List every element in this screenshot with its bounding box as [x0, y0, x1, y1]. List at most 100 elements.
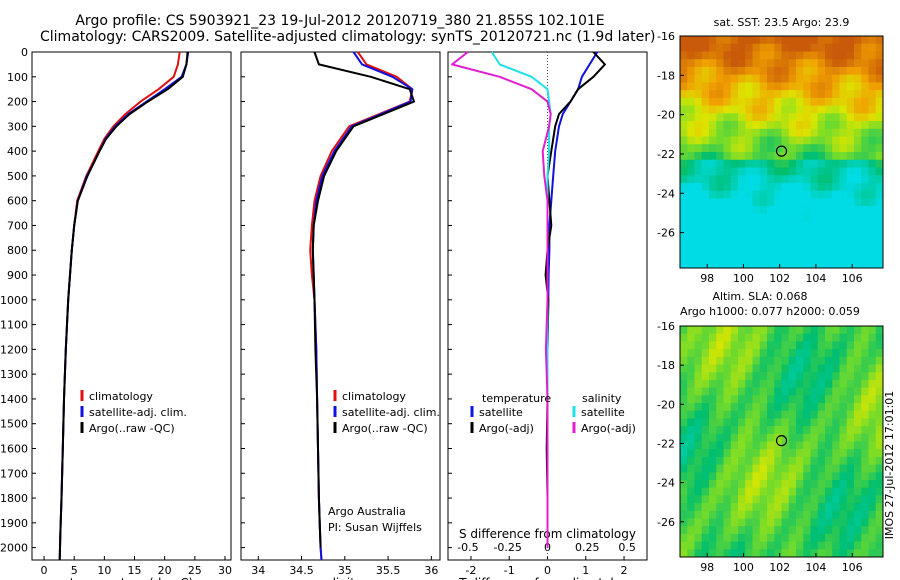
legend-label: Argo(-adj)	[479, 422, 534, 435]
map-frame	[679, 325, 884, 558]
legend-header-temperature: temperature	[482, 392, 551, 405]
sst-map-field	[680, 36, 884, 269]
x-axis-label: salinity	[319, 576, 362, 580]
depth-tick-label: 0	[21, 46, 28, 59]
legend-label: Argo(..raw -QC)	[342, 422, 428, 435]
map-y-tick-label: -18	[657, 359, 675, 372]
depth-tick-label: 600	[7, 195, 28, 208]
x2-tick-label: -0.25	[493, 541, 521, 554]
series-line	[311, 51, 415, 548]
map-x-tick-label: 102	[769, 561, 790, 574]
map-y-tick-label: -22	[657, 148, 675, 161]
x2-tick-label: 0.5	[618, 541, 636, 554]
depth-tick-label: 500	[7, 170, 28, 183]
plot-title-line1: Argo profile: CS 5903921_23 19-Jul-2012 …	[75, 13, 605, 29]
series-line	[311, 51, 414, 561]
x-tick-label: 1	[582, 564, 589, 577]
map-y-tick-label: -26	[657, 516, 675, 529]
legend-label: satellite	[581, 406, 625, 419]
map-y-tick-label: -20	[657, 398, 675, 411]
map-y-tick-label: -16	[657, 320, 675, 333]
x-tick-label: 5	[71, 564, 78, 577]
x-tick-label: 25	[188, 564, 202, 577]
depth-tick-label: 100	[7, 71, 28, 84]
map-x-tick-label: 106	[842, 272, 863, 285]
depth-tick-label: 300	[7, 120, 28, 133]
map-x-tick-label: 98	[700, 272, 714, 285]
map-y-tick-label: -22	[657, 437, 675, 450]
series-line	[58, 51, 189, 561]
sla-map-title: Altim. SLA: 0.068	[712, 290, 807, 303]
depth-tick-label: 1400	[0, 393, 28, 406]
depth-tick-label: 1700	[0, 467, 28, 480]
map-y-tick-label: -18	[657, 69, 675, 82]
depth-tick-label: 700	[7, 219, 28, 232]
map-y-tick-label: -16	[657, 30, 675, 43]
depth-tick-label: 1200	[0, 343, 28, 356]
x-tick-label: 30	[218, 564, 232, 577]
map-x-tick-label: 104	[805, 272, 826, 285]
x-tick-label: 15	[128, 564, 142, 577]
series-line	[490, 51, 552, 548]
map-x-tick-label: 100	[733, 561, 754, 574]
depth-tick-label: 1900	[0, 517, 28, 530]
legend-label: satellite-adj. clim.	[89, 406, 187, 419]
plot-frame	[31, 51, 232, 561]
imos-timestamp-label: IMOS 27-Jul-2012 17:01:01	[883, 391, 896, 540]
x-tick-label: 35	[338, 564, 352, 577]
x2-tick-label: 0.25	[575, 541, 600, 554]
float-location-marker	[775, 435, 788, 447]
annotation-pi: PI: Susan Wijffels	[328, 521, 422, 534]
x-tick-label: 34	[251, 564, 265, 577]
map-y-tick-label: -20	[657, 109, 675, 122]
legend-label: climatology	[89, 390, 153, 403]
series-line	[544, 51, 606, 548]
depth-tick-label: 400	[7, 145, 28, 158]
x-tick-label: 10	[97, 564, 111, 577]
sla-map-field	[680, 326, 884, 558]
depth-tick-label: 1000	[0, 294, 28, 307]
x-tick-label: 2	[621, 564, 628, 577]
float-location-marker	[775, 145, 788, 157]
x-tick-label: 36	[424, 564, 438, 577]
map-x-tick-label: 102	[769, 272, 790, 285]
series-line	[309, 51, 414, 561]
x-tick-label: 0	[41, 564, 48, 577]
map-x-tick-label: 106	[842, 561, 863, 574]
map-x-tick-label: 104	[805, 561, 826, 574]
depth-tick-label: 1300	[0, 368, 28, 381]
plot-title-line2: Climatology: CARS2009. Satellite-adjuste…	[40, 29, 656, 45]
map-y-tick-label: -26	[657, 227, 675, 240]
depth-tick-label: 1500	[0, 418, 28, 431]
map-x-tick-label: 98	[700, 561, 714, 574]
depth-tick-label: 1800	[0, 492, 28, 505]
depth-tick-label: 1100	[0, 319, 28, 332]
x2-tick-label: -0.5	[457, 541, 478, 554]
depth-tick-label: 900	[7, 269, 28, 282]
x-tick-label: 34.5	[289, 564, 314, 577]
legend-label: Argo(..raw -QC)	[89, 422, 175, 435]
legend-label: satellite-adj. clim.	[342, 406, 440, 419]
map-frame	[679, 35, 884, 269]
legend-label: Argo(-adj)	[581, 422, 636, 435]
series-line	[58, 51, 181, 561]
series-line	[58, 51, 190, 561]
map-x-tick-label: 100	[733, 272, 754, 285]
depth-tick-label: 2000	[0, 542, 28, 555]
plot-frame	[240, 51, 441, 561]
x-tick-label: 35.5	[376, 564, 401, 577]
x-tick-label: 20	[158, 564, 172, 577]
x-tick-label: 0	[544, 564, 551, 577]
sla-map-subtitle: Argo h1000: 0.077 h2000: 0.059	[680, 305, 860, 318]
depth-tick-label: 200	[7, 96, 28, 109]
depth-tick-label: 800	[7, 244, 28, 257]
x-tick-label: -1	[504, 564, 515, 577]
map-y-tick-label: -24	[657, 187, 675, 200]
legend-label: climatology	[342, 390, 406, 403]
x-axis-label: T difference from climatology	[458, 576, 636, 580]
annotation-argo-australia: Argo Australia	[328, 505, 406, 518]
sst-map-title: sat. SST: 23.5 Argo: 23.9	[714, 16, 850, 29]
x-axis-label: temperature (deg C)	[70, 576, 193, 580]
legend-label: satellite	[479, 406, 523, 419]
